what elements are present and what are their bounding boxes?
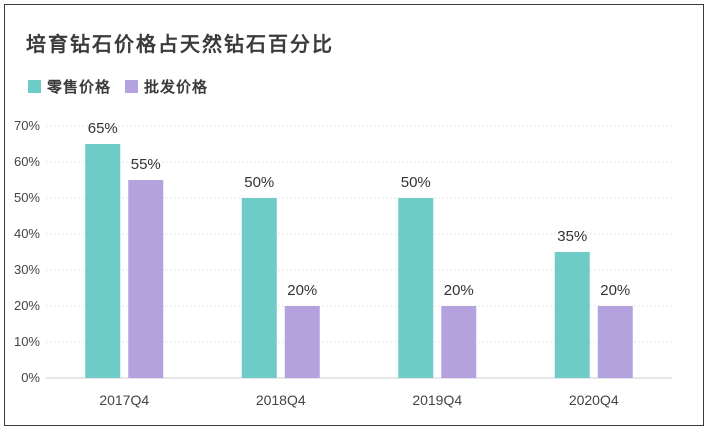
bar-wholesale <box>128 180 164 378</box>
legend-swatch-wholesale <box>125 80 139 93</box>
data-label: 20% <box>600 282 630 299</box>
chart-title: 培育钻石价格占天然钻石百分比 <box>26 32 334 56</box>
y-tick-label: 40% <box>14 226 40 241</box>
y-tick-label: 0% <box>21 370 40 385</box>
legend-item-wholesale: 批发价格 <box>125 76 208 97</box>
data-label: 50% <box>244 174 274 191</box>
x-tick-label: 2020Q4 <box>569 392 619 408</box>
bar-retail <box>554 252 590 378</box>
x-tick-label: 2019Q4 <box>412 392 462 408</box>
legend-label-wholesale: 批发价格 <box>144 78 209 96</box>
y-tick-label: 30% <box>14 262 40 277</box>
bar-retail <box>241 198 277 378</box>
y-tick-label: 70% <box>14 118 40 133</box>
data-label: 35% <box>557 228 587 245</box>
y-tick-label: 10% <box>14 334 40 349</box>
y-tick-label: 60% <box>14 154 40 169</box>
bar-retail <box>398 198 434 378</box>
data-label: 20% <box>444 282 474 299</box>
bar-wholesale <box>597 306 633 378</box>
legend-swatch-retail <box>28 80 41 93</box>
data-label: 55% <box>131 156 161 173</box>
legend-item-retail: 零售价格 <box>28 76 111 97</box>
x-tick-label: 2017Q4 <box>99 392 149 408</box>
data-label: 50% <box>401 174 431 191</box>
bar-wholesale <box>284 306 320 378</box>
data-label: 20% <box>287 282 317 299</box>
bar-wholesale <box>441 306 477 378</box>
y-tick-label: 20% <box>14 298 40 313</box>
chart-legend: 零售价格 批发价格 <box>28 76 222 97</box>
x-tick-label: 2018Q4 <box>256 392 306 408</box>
y-tick-label: 50% <box>14 190 40 205</box>
data-label: 65% <box>88 120 118 137</box>
bar-retail <box>85 144 121 378</box>
legend-label-retail: 零售价格 <box>47 78 112 96</box>
